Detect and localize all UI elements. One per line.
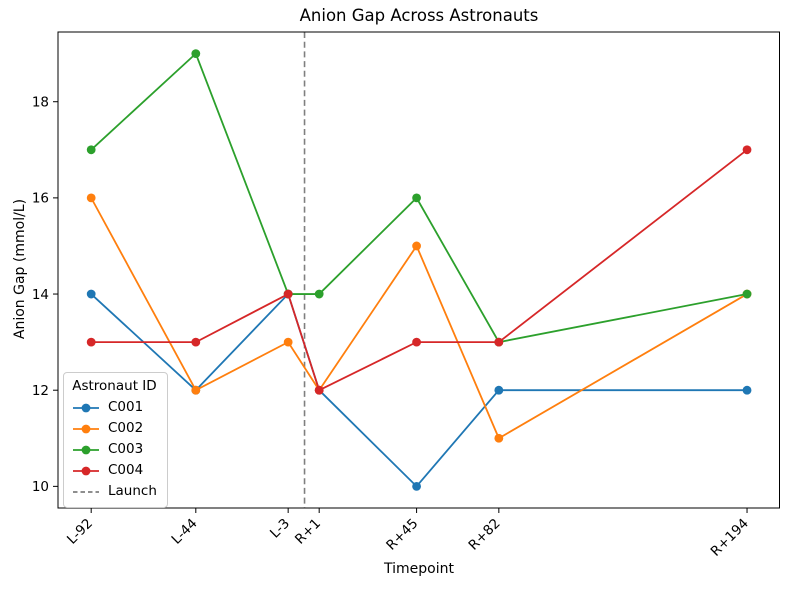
series-marker-C004-R+82 xyxy=(494,337,504,347)
legend-label: C003 xyxy=(108,441,144,457)
series-marker-C003-L-92 xyxy=(86,145,96,155)
series-line-C001 xyxy=(90,292,748,488)
series-marker-C001-R+45 xyxy=(412,481,421,491)
series-marker-C004-L-3 xyxy=(283,289,293,299)
series-marker-C002-L-44 xyxy=(191,385,201,395)
plot-border xyxy=(57,31,780,509)
y-tick-label: 14 xyxy=(32,287,49,303)
x-tick-label: R+82 xyxy=(466,516,504,554)
series-marker-C002-R+45 xyxy=(412,241,421,251)
legend-item-Launch: Launch xyxy=(72,483,157,500)
series-line-C002 xyxy=(90,197,748,440)
legend-marker xyxy=(81,445,91,454)
legend-line-sample xyxy=(73,403,99,412)
x-tick-label: L-44 xyxy=(169,516,201,548)
legend-label: C001 xyxy=(108,399,144,415)
legend: Astronaut ID C001 C002 C003 C004 Launch xyxy=(63,372,168,508)
x-tick-label: R+194 xyxy=(708,516,752,560)
legend-marker xyxy=(81,466,91,475)
legend-item-C004: C004 xyxy=(72,462,157,479)
legend-rows: C001 C002 C003 C004 Launch xyxy=(72,399,157,500)
legend-line-sample xyxy=(73,445,99,454)
series-marker-C004-R+1 xyxy=(314,385,324,395)
legend-item-C001: C001 xyxy=(72,399,157,416)
series-marker-C004-R+45 xyxy=(412,337,421,347)
legend-marker xyxy=(81,403,91,412)
series-marker-C003-L-44 xyxy=(191,49,201,59)
legend-dashed-line-sample xyxy=(73,490,99,493)
x-tick-label: L-92 xyxy=(64,516,96,548)
series-marker-C004-R+194 xyxy=(742,145,752,155)
y-tick-label: 12 xyxy=(32,383,49,399)
legend-label: Launch xyxy=(108,483,157,499)
legend-line-sample xyxy=(73,424,99,433)
series-marker-C001-L-92 xyxy=(86,289,96,299)
x-tick-label: L-3 xyxy=(267,516,293,542)
series-marker-C001-R+82 xyxy=(494,385,504,395)
series-marker-C003-R+45 xyxy=(412,193,421,203)
y-tick-label: 18 xyxy=(32,95,49,111)
x-tick-label: R+1 xyxy=(292,516,324,548)
legend-label: C004 xyxy=(108,462,144,478)
legend-title: Astronaut ID xyxy=(72,378,157,394)
legend-item-C003: C003 xyxy=(72,441,157,458)
series-marker-C002-R+82 xyxy=(494,433,504,443)
x-tick-label: R+45 xyxy=(383,516,421,554)
chart-title: Anion Gap Across Astronauts xyxy=(299,6,539,25)
legend-marker xyxy=(81,424,91,433)
series-marker-C004-L-44 xyxy=(191,337,201,347)
series-marker-C003-R+1 xyxy=(314,289,324,299)
series-marker-C001-R+194 xyxy=(742,385,752,395)
series-marker-C003-R+194 xyxy=(742,289,752,299)
y-tick-label: 16 xyxy=(32,191,49,207)
x-axis-label: Timepoint xyxy=(384,561,454,577)
legend-line-sample xyxy=(73,466,99,475)
series-marker-C002-L-92 xyxy=(86,193,96,203)
series-marker-C004-L-92 xyxy=(86,337,96,347)
y-axis-label: Anion Gap (mmol/L) xyxy=(12,198,28,340)
y-tick-label: 10 xyxy=(32,479,49,495)
legend-item-C002: C002 xyxy=(72,420,157,437)
series-marker-C002-L-3 xyxy=(283,337,293,347)
legend-label: C002 xyxy=(108,420,144,436)
series-line-C004 xyxy=(91,149,748,392)
